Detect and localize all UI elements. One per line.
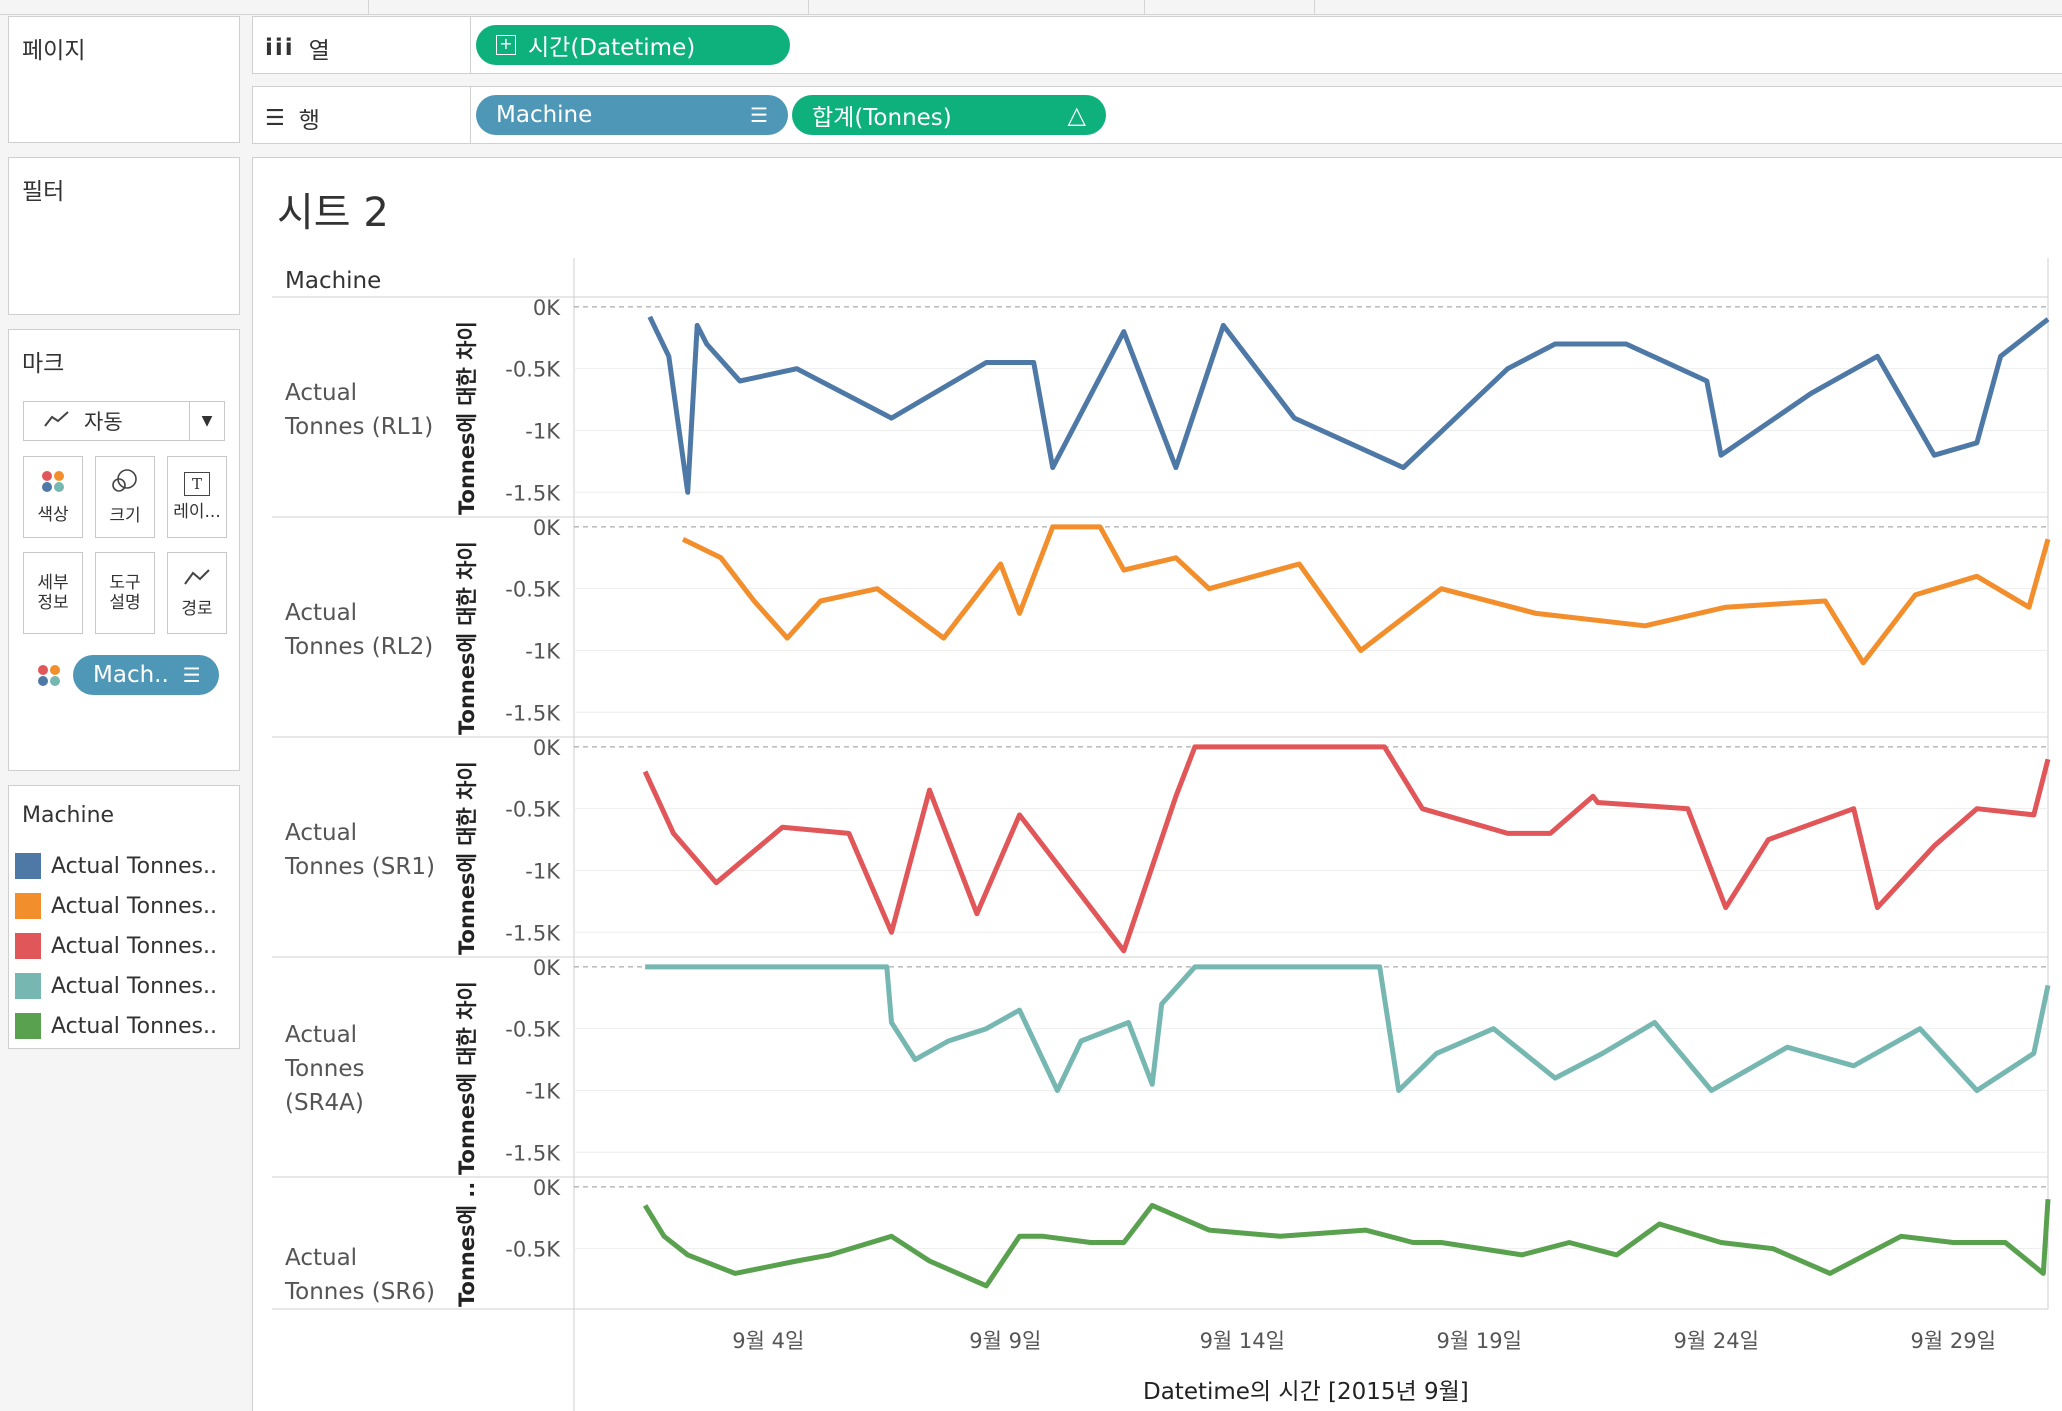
- legend-item-label: Actual Tonnes..: [51, 893, 217, 919]
- legend-swatch: [15, 1013, 41, 1039]
- legend-item-label: Actual Tonnes..: [51, 933, 217, 959]
- pane-label-sr4a: Actual Tonnes (SR4A): [285, 1022, 365, 1116]
- rows-shelf-label: 행: [298, 108, 320, 134]
- line-chart-icon: [44, 409, 74, 433]
- tooltip-button-label: 도구 설명: [109, 572, 141, 613]
- color-dots-icon: [35, 663, 63, 691]
- row-header: Machine: [285, 268, 382, 294]
- legend-item[interactable]: Actual Tonnes..: [15, 969, 217, 1003]
- columns-shelf-label: 열: [308, 38, 330, 64]
- machine-legend: Machine Actual Tonnes.. Actual Tonnes.. …: [8, 785, 240, 1049]
- legend-item[interactable]: Actual Tonnes..: [15, 929, 217, 963]
- legend-item[interactable]: Actual Tonnes..: [15, 849, 217, 883]
- rows-icon: ☰: [265, 105, 285, 131]
- color-dots-icon: [39, 469, 67, 498]
- shelf-divider: [470, 87, 471, 143]
- path-button[interactable]: 경로: [167, 552, 227, 634]
- legend-item[interactable]: Actual Tonnes..: [15, 1009, 217, 1043]
- sheet-title: 시트 2: [277, 190, 389, 236]
- y-axis-title: Tonnes에 대한 차이: [455, 981, 479, 1175]
- color-machine-pill[interactable]: Mach.. ☰: [73, 655, 219, 695]
- legend-item-label: Actual Tonnes..: [51, 1013, 217, 1039]
- legend-swatch: [15, 933, 41, 959]
- size-button[interactable]: 크기: [95, 456, 155, 538]
- legend-swatch: [15, 973, 41, 999]
- legend-item[interactable]: Actual Tonnes..: [15, 889, 217, 923]
- legend-item-label: Actual Tonnes..: [51, 853, 217, 879]
- sort-icon: ☰: [750, 103, 768, 127]
- top-toolbar-strip: [0, 0, 2062, 15]
- filters-title: 필터: [22, 179, 65, 205]
- tooltip-button[interactable]: 도구 설명: [95, 552, 155, 634]
- columns-datetime-pill[interactable]: + 시간(Datetime): [476, 25, 790, 65]
- pages-title: 페이지: [22, 38, 86, 64]
- filters-card[interactable]: 필터: [8, 157, 240, 315]
- view-card: 시트 2 Machine Actual Tonnes (RL1) Actual …: [252, 157, 2062, 1411]
- y-axis-title: Tonnes에 대한 차이: [455, 761, 479, 955]
- rows-machine-pill-label: Machine: [496, 102, 593, 128]
- path-line-icon: [183, 567, 211, 592]
- legend-swatch: [15, 853, 41, 879]
- path-button-label: 경로: [181, 598, 213, 619]
- delta-icon: △: [1067, 101, 1086, 129]
- color-button[interactable]: 색상: [23, 456, 83, 538]
- marks-card: 마크 자동 ▼ 색상 크기 T 레이... 세부 정보 도구 설명 경로 Mac…: [8, 329, 240, 771]
- pages-card[interactable]: 페이지: [8, 16, 240, 143]
- size-circles-icon: [110, 468, 140, 499]
- columns-datetime-pill-label: 시간(Datetime): [528, 35, 696, 61]
- mark-type-dropdown[interactable]: 자동 ▼: [23, 401, 225, 441]
- detail-button[interactable]: 세부 정보: [23, 552, 83, 634]
- columns-shelf[interactable]: iii 열 + 시간(Datetime): [252, 16, 2062, 74]
- pane-label-rl1: Actual Tonnes (RL1): [285, 380, 434, 440]
- y-axis-title: Tonnes에 대한 차이: [455, 321, 479, 515]
- y-axis-title: Tonnes에 대한 차이: [455, 541, 479, 735]
- x-axis-title: Datetime의 시간 [2015년 9월]: [1143, 1379, 1469, 1405]
- expand-plus-icon: +: [496, 35, 516, 55]
- size-button-label: 크기: [109, 505, 141, 526]
- pane-label-sr6: Actual Tonnes (SR6): [285, 1245, 435, 1305]
- legend-title: Machine: [22, 803, 115, 828]
- columns-icon: iii: [265, 35, 295, 61]
- shelf-divider: [470, 17, 471, 73]
- y-axis-title: Tonnes에 ..: [455, 1181, 479, 1307]
- legend-swatch: [15, 893, 41, 919]
- label-button[interactable]: T 레이...: [167, 456, 227, 538]
- rows-shelf[interactable]: ☰ 행 Machine ☰ 합계(Tonnes) △: [252, 86, 2062, 144]
- color-machine-pill-label: Mach..: [93, 662, 169, 688]
- rows-tonnes-pill[interactable]: 합계(Tonnes) △: [792, 95, 1106, 135]
- mark-type-label: 자동: [84, 410, 123, 434]
- legend-item-label: Actual Tonnes..: [51, 973, 217, 999]
- color-button-label: 색상: [37, 504, 69, 525]
- chevron-down-icon: ▼: [189, 402, 224, 440]
- pane-label-rl2: Actual Tonnes (RL2): [285, 600, 434, 660]
- pane-label-sr1: Actual Tonnes (SR1): [285, 820, 435, 880]
- rows-tonnes-pill-label: 합계(Tonnes): [812, 105, 952, 131]
- detail-button-label: 세부 정보: [37, 572, 69, 613]
- label-button-label: 레이...: [173, 501, 221, 522]
- sort-icon: ☰: [182, 663, 201, 687]
- text-label-icon: T: [184, 471, 210, 496]
- rows-machine-pill[interactable]: Machine ☰: [476, 95, 788, 135]
- marks-title: 마크: [22, 351, 65, 377]
